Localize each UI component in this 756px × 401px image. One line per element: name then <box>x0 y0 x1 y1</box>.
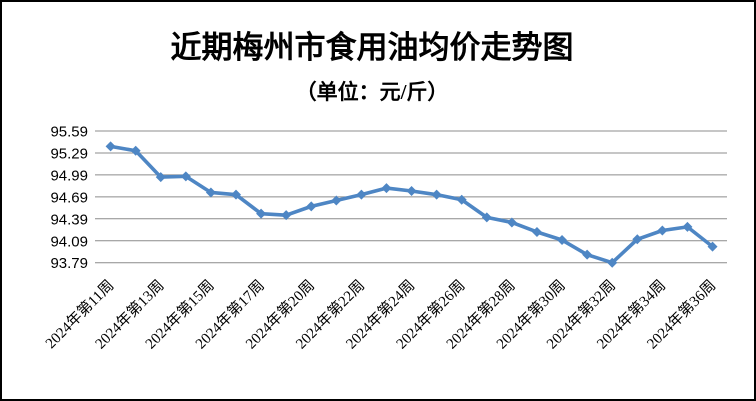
data-point-marker <box>506 217 517 228</box>
page-title: 近期梅州市食用油均价走势图 <box>170 30 574 65</box>
y-axis-tick-label: 94.99 <box>50 167 88 184</box>
data-point-marker <box>456 194 467 205</box>
data-point-marker <box>607 257 618 268</box>
data-point-marker <box>256 208 267 219</box>
price-series-line <box>108 144 715 265</box>
y-axis-tick-label: 93.79 <box>50 255 88 272</box>
data-point-marker <box>431 189 442 200</box>
y-axis-tick-label: 95.29 <box>50 145 88 162</box>
y-axis-tick-label: 94.39 <box>50 211 88 228</box>
data-point-marker <box>356 189 367 200</box>
page-subtitle: （单位：元/斤） <box>295 80 449 104</box>
data-point-marker <box>707 241 718 252</box>
data-point-marker <box>331 195 342 206</box>
data-point-marker <box>180 171 191 182</box>
data-point-marker <box>130 145 141 156</box>
data-point-marker <box>682 221 693 232</box>
data-point-marker <box>231 189 241 200</box>
data-point-marker <box>406 185 417 196</box>
data-point-marker <box>557 235 568 246</box>
data-point-marker <box>306 201 317 212</box>
data-point-marker <box>657 225 668 236</box>
data-point-marker <box>381 183 392 194</box>
y-axis-tick-label: 95.59 <box>50 124 88 141</box>
data-point-marker <box>155 172 166 183</box>
data-point-marker <box>632 234 643 245</box>
chart-header: 近期梅州市食用油均价走势图 （单位：元/斤） <box>2 2 742 106</box>
y-axis-tick-label: 94.69 <box>50 189 88 206</box>
data-point-marker <box>531 226 542 237</box>
data-point-marker <box>582 249 593 260</box>
data-point-marker <box>105 141 116 152</box>
data-point-marker <box>281 210 292 221</box>
y-axis-tick-label: 94.09 <box>50 233 88 250</box>
data-point-marker <box>481 212 492 223</box>
data-point-marker <box>205 187 216 198</box>
